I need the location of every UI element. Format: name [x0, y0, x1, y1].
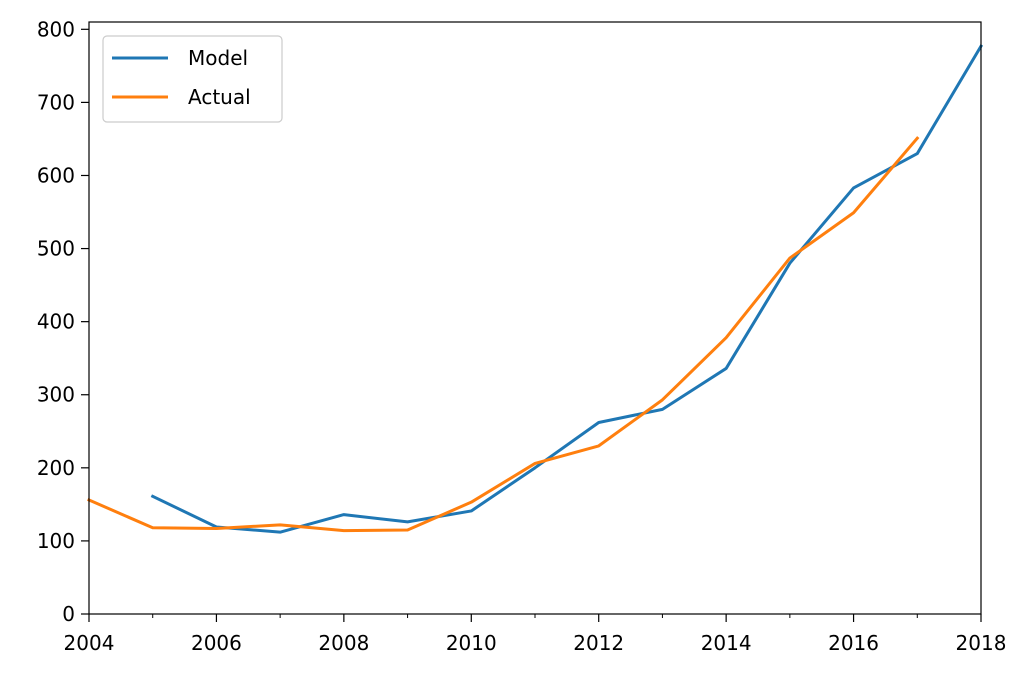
x-tick-label: 2012 — [573, 631, 624, 655]
y-tick-label: 0 — [62, 602, 75, 626]
y-tick-label: 500 — [37, 237, 75, 261]
series-line-actual — [87, 136, 920, 533]
y-tick-label: 400 — [37, 310, 75, 334]
x-tick-label: 2016 — [828, 631, 879, 655]
y-tick-label: 200 — [37, 456, 75, 480]
x-tick-label: 2010 — [446, 631, 497, 655]
legend-label-model: Model — [188, 46, 248, 70]
y-tick-label: 700 — [37, 90, 75, 114]
y-axis: 0 100 200 300 400 500 600 700 800 — [37, 17, 89, 626]
legend: Model Actual — [102, 35, 283, 123]
legend-label-actual: Actual — [188, 85, 251, 109]
y-tick-label: 600 — [37, 163, 75, 187]
series-layer — [87, 44, 984, 534]
x-tick-label: 2008 — [318, 631, 369, 655]
y-tick-label: 300 — [37, 383, 75, 407]
x-tick-label: 2014 — [701, 631, 752, 655]
x-tick-label: 2006 — [191, 631, 242, 655]
y-tick-label: 800 — [37, 17, 75, 41]
y-tick-label: 100 — [37, 529, 75, 553]
x-axis: 2004 2006 2008 2010 2012 2014 2016 2018 — [64, 614, 1007, 655]
x-tick-label: 2004 — [64, 631, 115, 655]
x-tick-label: 2018 — [956, 631, 1007, 655]
series-line-model — [150, 44, 984, 534]
